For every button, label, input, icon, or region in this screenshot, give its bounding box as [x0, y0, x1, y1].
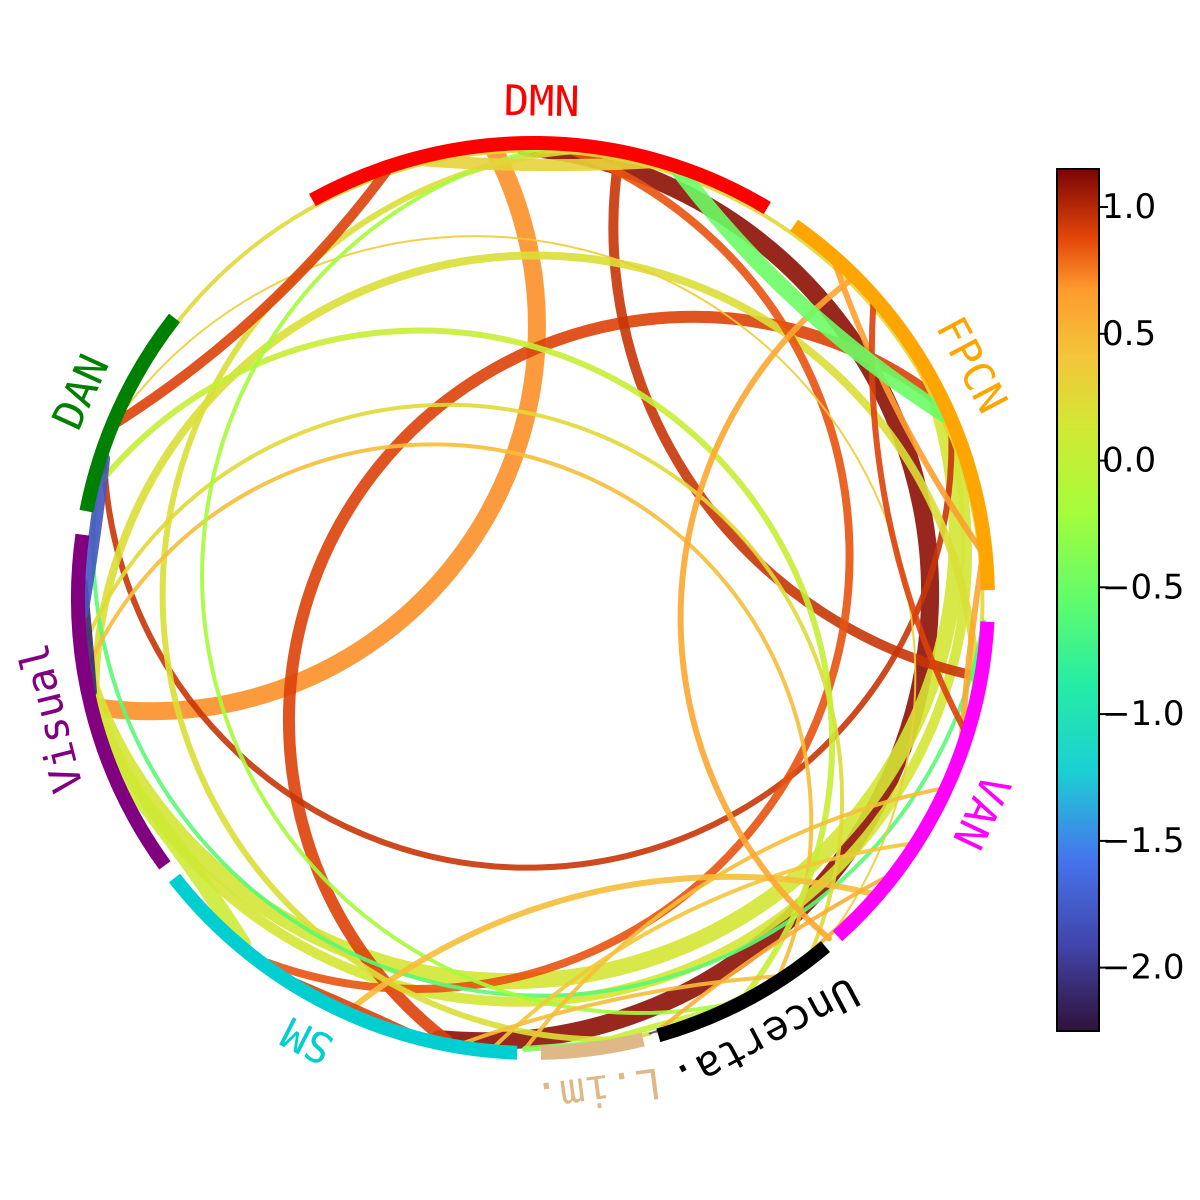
connection-12 — [82, 402, 845, 956]
connection-21 — [460, 974, 781, 1046]
network-arc-sm — [168, 873, 518, 1060]
network-arc-dan — [79, 313, 181, 513]
connection-6 — [101, 426, 955, 871]
connection-11 — [115, 148, 985, 784]
network-arc-layer — [71, 135, 995, 1060]
network-arc-uncertain — [656, 941, 830, 1043]
colorbar: 1.0 0.5 0.0 −0.5 −1.0 −1.5 −2.0 — [1056, 168, 1185, 1032]
colorbar-ticks: 1.0 0.5 0.0 −0.5 −1.0 −1.5 −2.0 — [1099, 187, 1185, 988]
connection-17 — [200, 145, 733, 1015]
network-arc-dmn — [309, 135, 771, 215]
connection-39 — [112, 166, 392, 427]
connection-41 — [671, 163, 953, 423]
network-label-dmn: DMN — [503, 76, 580, 126]
colorbar-tick-label-0: 1.0 — [1102, 187, 1156, 227]
connection-7 — [91, 251, 980, 712]
connection-20 — [346, 873, 877, 1013]
connection-layer — [76, 138, 986, 1052]
network-arc-van — [832, 621, 995, 942]
connection-2 — [82, 378, 965, 990]
network-label-limbic: L.im. — [532, 1058, 664, 1123]
connection-25 — [677, 276, 855, 942]
network-arc-limbic — [540, 1032, 645, 1060]
colorbar-tick-label-2: 0.0 — [1102, 441, 1156, 481]
colorbar-tick-label-1: 0.5 — [1102, 314, 1156, 354]
connection-13 — [85, 442, 814, 979]
network-arc-fpcn — [789, 219, 995, 591]
colorbar-tick-label-6: −2.0 — [1102, 948, 1185, 988]
colorbar-tick-label-5: −1.5 — [1102, 821, 1185, 861]
connection-19 — [491, 841, 914, 1050]
connection-24 — [831, 259, 985, 554]
connection-35 — [106, 758, 252, 952]
connection-18 — [523, 786, 944, 1051]
connection-1 — [86, 139, 546, 721]
colorbar-tick-label-3: −0.5 — [1102, 567, 1185, 607]
connection-10 — [91, 471, 986, 998]
connection-4 — [283, 310, 945, 1047]
network-label-sm: SM — [274, 1007, 341, 1074]
colorbar-gradient — [1056, 168, 1100, 1032]
connection-9 — [159, 147, 630, 1043]
network-arc-visual — [71, 533, 171, 870]
connection-40 — [417, 154, 656, 172]
connection-22 — [655, 873, 891, 1034]
connection-0 — [430, 138, 940, 1051]
colorbar-tick-label-4: −1.0 — [1102, 694, 1185, 734]
